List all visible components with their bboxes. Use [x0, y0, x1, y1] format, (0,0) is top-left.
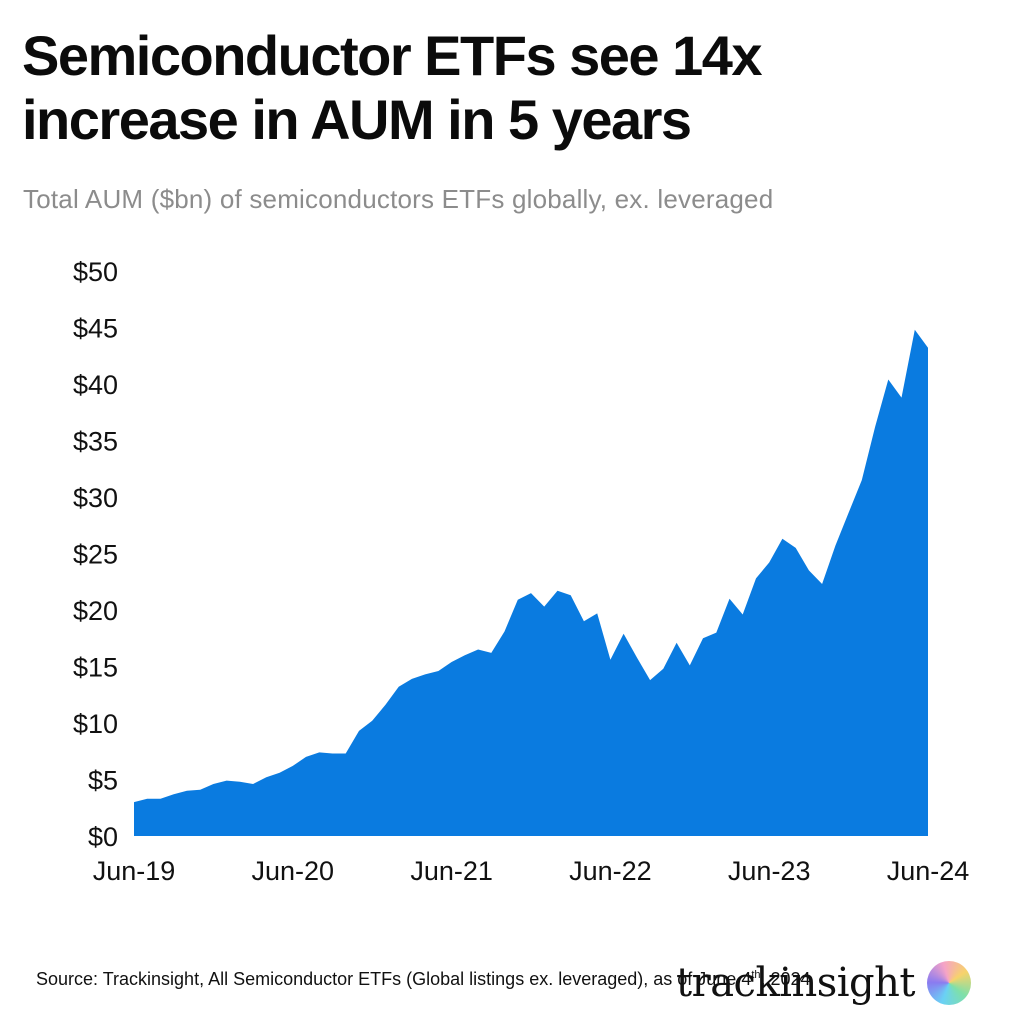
x-tick-label: Jun-21: [410, 856, 493, 886]
y-tick-label: $45: [73, 314, 118, 344]
source-text: Source: Trackinsight, All Semiconductor …: [36, 969, 752, 989]
y-tick-label: $10: [73, 709, 118, 739]
source-note: Source: Trackinsight, All Semiconductor …: [36, 962, 811, 992]
x-tick-label: Jun-23: [728, 856, 811, 886]
aum-area-chart: $0 $5 $10 $15 $20 $25 $30 $35 $40 $45 $50 Jun-19 Jun…: [73, 257, 970, 886]
x-tick-label: Jun-19: [93, 856, 176, 886]
brand-wordmark: trackinsight: [676, 960, 916, 1006]
x-tick-label: Jun-20: [252, 856, 335, 886]
y-tick-label: $0: [88, 822, 118, 852]
y-tick-label: $35: [73, 427, 118, 457]
y-tick-label: $30: [73, 483, 118, 513]
y-tick-label: $50: [73, 257, 118, 287]
y-tick-label: $5: [88, 766, 118, 796]
trackinsight-orb-icon: [927, 961, 971, 1005]
source-year: , 2024: [760, 969, 811, 989]
brand-logo: trackinsight: [676, 960, 971, 1006]
aum-area-series: [134, 329, 928, 836]
x-tick-label: Jun-24: [887, 856, 970, 886]
y-tick-label: $40: [73, 370, 118, 400]
y-tick-label: $25: [73, 540, 118, 570]
y-tick-label: $15: [73, 653, 118, 683]
x-tick-label: Jun-22: [569, 856, 652, 886]
chart-subtitle: Total AUM ($bn) of semiconductors ETFs g…: [23, 184, 774, 214]
y-tick-label: $20: [73, 596, 118, 626]
source-superscript: th: [751, 969, 761, 981]
chart-title: Semiconductor ETFs see 14x increase in A…: [22, 24, 763, 151]
